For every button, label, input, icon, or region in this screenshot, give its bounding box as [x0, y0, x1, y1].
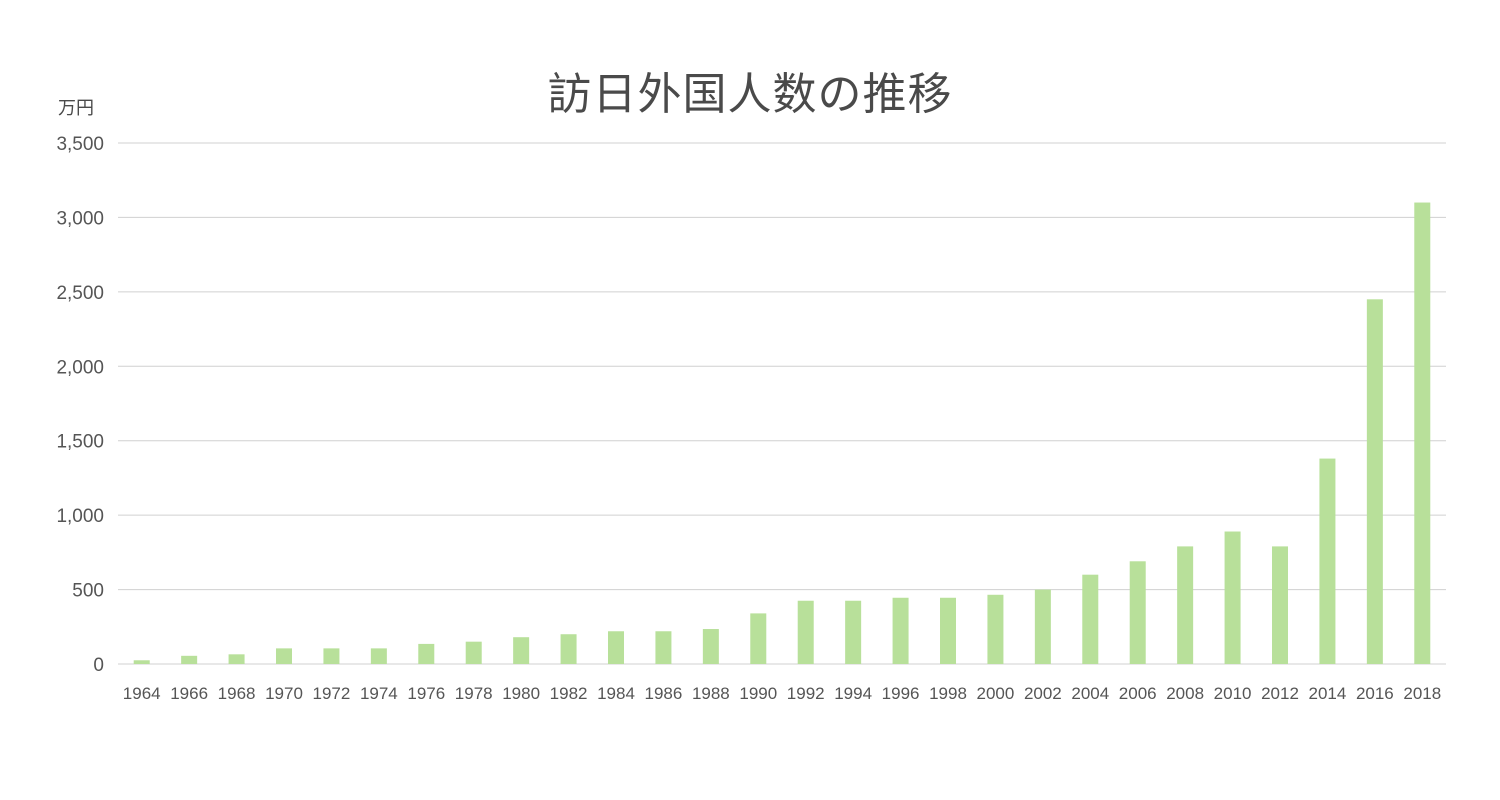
x-tick-label: 1972 [313, 684, 351, 703]
x-tick-label: 1998 [929, 684, 967, 703]
bar-1990 [750, 613, 767, 664]
x-tick-label: 1968 [218, 684, 256, 703]
x-tick-label: 2008 [1166, 684, 1204, 703]
bar-1978 [465, 641, 482, 664]
x-tick-label: 1982 [550, 684, 588, 703]
bar-2002 [1034, 589, 1051, 664]
bar-2006 [1129, 561, 1146, 664]
x-tick-label: 1990 [739, 684, 777, 703]
x-tick-label: 1970 [265, 684, 303, 703]
bar-1984 [608, 631, 624, 664]
x-tick-label: 2016 [1356, 684, 1394, 703]
chart-title: 訪日外国人数の推移 [547, 69, 953, 120]
bar-1992 [797, 600, 814, 664]
y-tick-label: 2,000 [56, 357, 104, 378]
y-tick-label: 1,000 [56, 506, 104, 527]
x-tick-label: 2002 [1024, 684, 1062, 703]
bar-2014 [1319, 458, 1336, 664]
x-tick-label: 1992 [787, 684, 825, 703]
bar-1996 [892, 597, 909, 664]
bar-1968 [228, 654, 245, 664]
bar-2000 [987, 594, 1004, 664]
bar-1974 [370, 648, 387, 664]
x-tick-label: 2010 [1214, 684, 1252, 703]
bar-2012 [1272, 546, 1288, 664]
bar-1988 [702, 629, 719, 664]
bar-1982 [560, 634, 577, 664]
x-axis-ticks: 1964 1966 1968 1970 1972 1974 1976 1978 1980 1982… [123, 684, 1441, 703]
bar-1980 [513, 637, 530, 664]
grid-lines [118, 142, 1446, 665]
bar-1972 [323, 648, 340, 664]
y-tick-label: 3,500 [56, 134, 104, 155]
y-tick-label: 0 [93, 655, 104, 676]
x-tick-label: 1966 [170, 684, 208, 703]
y-tick-label: 500 [72, 581, 104, 602]
x-tick-label: 1986 [645, 684, 683, 703]
bar-2004 [1082, 574, 1099, 664]
bar-1964 [133, 660, 150, 664]
y-axis-unit-label: 万円 [58, 98, 94, 119]
bar-1998 [940, 597, 956, 664]
bar-1986 [655, 631, 672, 664]
x-tick-label: 2006 [1119, 684, 1157, 703]
x-tick-label: 2018 [1403, 684, 1441, 703]
x-tick-label: 1984 [597, 684, 635, 703]
x-tick-label: 1964 [123, 684, 161, 703]
y-tick-label: 2,500 [56, 283, 104, 304]
x-tick-label: 1976 [407, 684, 445, 703]
x-tick-label: 1980 [502, 684, 540, 703]
x-tick-label: 1994 [834, 684, 872, 703]
x-tick-label: 1988 [692, 684, 730, 703]
x-tick-label: 2000 [977, 684, 1015, 703]
x-tick-label: 1996 [882, 684, 920, 703]
bar-1994 [845, 600, 862, 664]
bar-2010 [1224, 531, 1241, 664]
bar-2018 [1414, 202, 1431, 665]
bars [133, 202, 1431, 665]
x-tick-label: 1974 [360, 684, 398, 703]
y-tick-label: 1,500 [56, 432, 104, 453]
bar-1970 [276, 648, 292, 664]
bar-2016 [1366, 299, 1383, 664]
x-tick-label: 1978 [455, 684, 493, 703]
x-tick-label: 2004 [1071, 684, 1109, 703]
x-tick-label: 2012 [1261, 684, 1299, 703]
bar-2008 [1177, 546, 1194, 664]
bar-1966 [181, 655, 198, 664]
bar-1976 [418, 643, 435, 664]
y-axis-ticks: 0 500 1,000 1,500 2,000 2,500 3,000 3,500 [56, 134, 104, 676]
x-tick-label: 2014 [1309, 684, 1347, 703]
y-tick-label: 3,000 [56, 208, 104, 229]
